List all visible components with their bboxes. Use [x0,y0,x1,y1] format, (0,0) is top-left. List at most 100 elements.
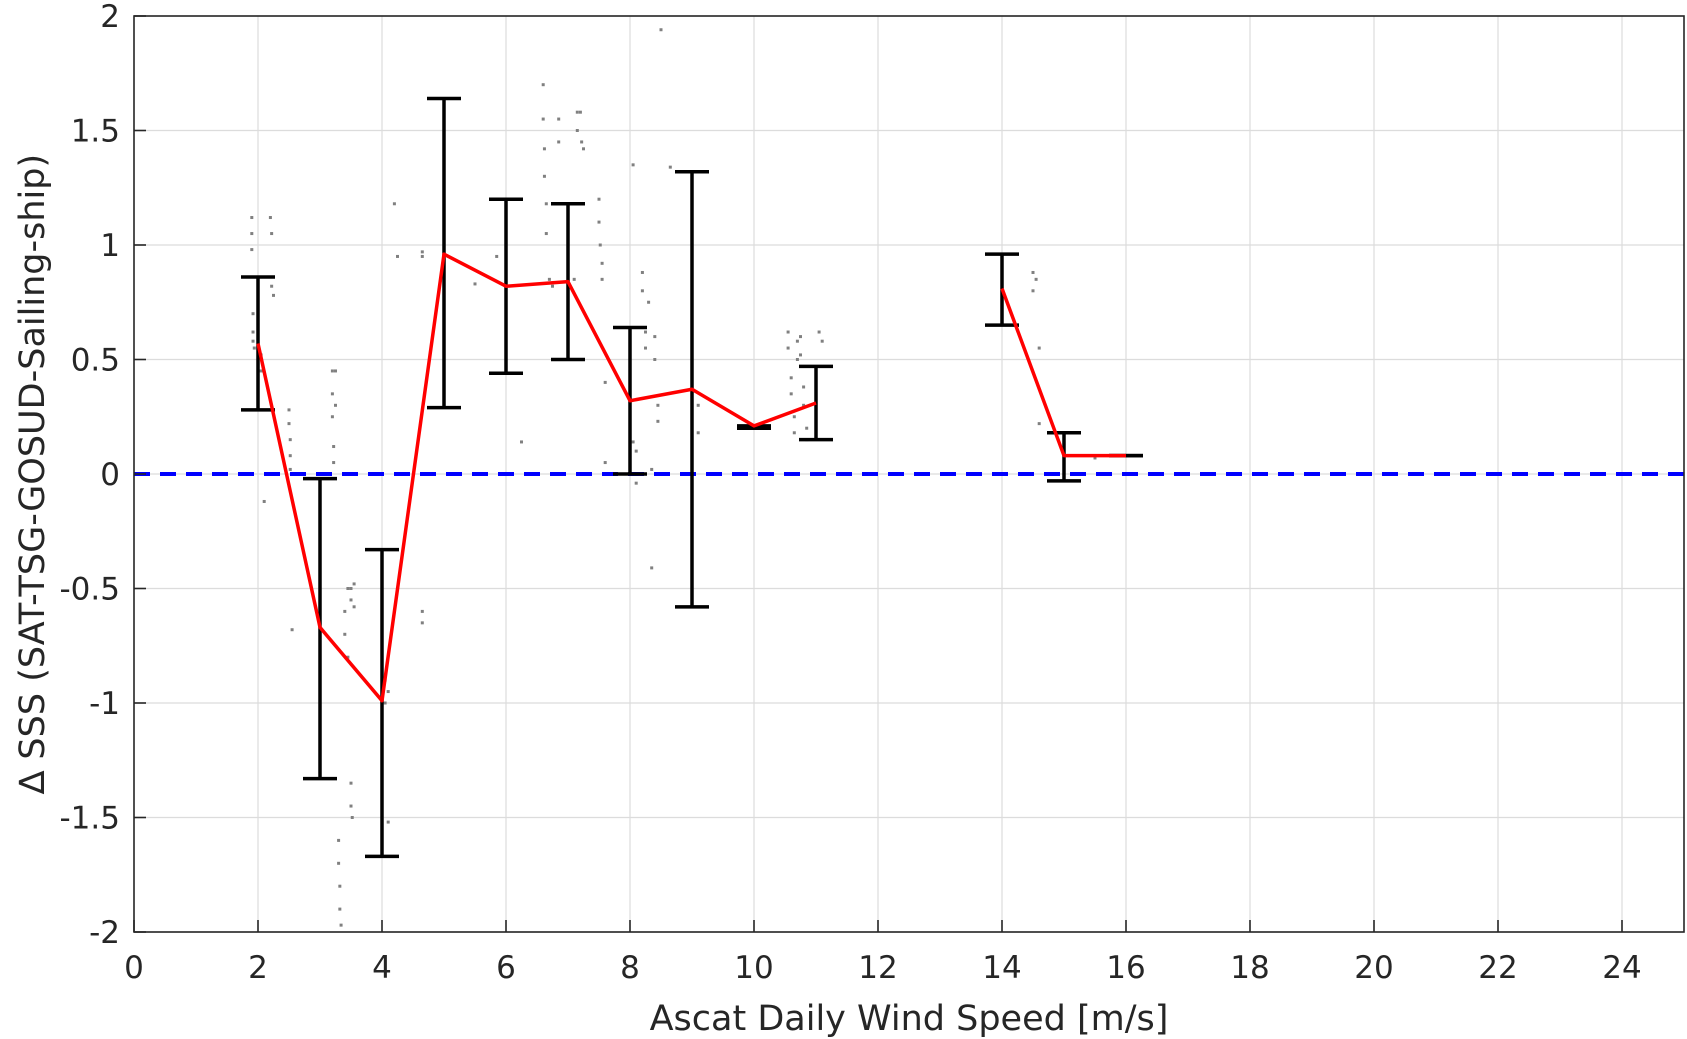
x-tick-label: 10 [734,950,773,986]
scatter-point [288,467,292,471]
scatter-point [250,216,254,220]
x-tick-label: 24 [1602,950,1641,986]
scatter-point [644,346,647,350]
scatter-point [575,110,579,114]
scatter-point [557,117,561,121]
scatter-point [541,117,545,121]
mean-line-segment [256,252,817,703]
scatter-point [270,232,274,236]
scatter-point [520,440,523,444]
y-tick-label: 2 [100,0,120,35]
scatter-point [600,261,604,265]
scatter-point [262,499,266,503]
scatter-point [789,392,793,396]
scatter-point [542,174,546,178]
scatter-point [250,232,254,236]
scatter-point [640,270,644,274]
y-tick-label: -2 [89,915,120,951]
scatter-point [386,690,390,694]
scatter-point [598,243,602,247]
scatter-point [259,369,263,373]
scatter-point [343,609,347,613]
scatter-point [330,369,334,373]
x-tick-label: 22 [1478,950,1517,986]
y-tick-label: 0.5 [71,343,120,379]
scatter-point [799,353,802,357]
scatter-point [332,445,336,449]
scatter-point [653,335,657,339]
scatter-point [420,250,424,254]
scatter-point [330,415,334,419]
scatter-point [597,220,601,224]
scatter-point [659,28,663,32]
scatter-point [338,884,342,888]
y-axis-ticks: 2 1.5 1 0.5 0 -0.5 -1 -1.5 -2 [60,0,146,951]
y-axis-title: ∆ SSS (SAT-TSG-GOSUD-Sailing-ship) [13,154,53,795]
scatter-point [696,431,700,435]
scatter-point [572,277,576,281]
scatter-point [600,277,604,281]
scatter-point [1034,277,1038,281]
x-tick-label: 0 [124,950,144,986]
scatter-point [290,628,294,632]
scatter-point [799,335,802,339]
scatter-point [631,440,635,444]
y-tick-label: 1.5 [71,114,120,150]
scatter-point [339,923,343,927]
scatter-point [330,392,334,396]
scatter-point [337,861,341,865]
scatter-point [288,438,292,442]
scatter-point [656,419,660,423]
scatter-point [603,380,607,384]
mean-line [256,252,1126,703]
scatter-point [420,609,424,613]
y-tick-label: 0 [100,457,120,493]
x-tick-label: 2 [248,950,268,986]
scatter-point [789,376,793,380]
scatter-point [287,408,291,412]
scatter-point [251,312,255,316]
scatter-point [1037,422,1041,426]
x-tick-label: 14 [982,950,1021,986]
scatter-point [386,820,390,824]
scatter-point [792,415,796,419]
y-tick-label: -1 [89,686,120,722]
scatter-point [631,163,635,167]
scatter-point [647,300,651,304]
x-tick-label: 20 [1354,950,1393,986]
scatter-point [542,147,546,151]
scatter-point [346,587,350,590]
scatter-point [653,358,657,361]
scatter-point [349,598,353,602]
scatter-point [350,816,354,819]
scatter-point [1031,270,1035,274]
scatter-point [795,358,799,361]
scatter-point [802,385,806,389]
scatter-point [251,330,255,334]
scatter-point [640,289,644,293]
scatter-point [343,632,347,636]
y-tick-label: -0.5 [60,572,121,608]
scatter-point [349,804,353,808]
scatter-point [1031,289,1035,293]
scatter-points [250,28,1097,927]
scatter-point [792,431,796,435]
scatter-point [338,907,342,911]
scatter-point [820,339,824,343]
scatter-point [551,284,554,288]
scatter-point [349,781,353,785]
scatter-point [578,110,582,114]
scatter-point [644,330,647,334]
scatter-point [1037,346,1041,350]
scatter-point [251,339,255,343]
scatter-point [575,129,579,132]
y-tick-label: 1 [100,228,120,264]
scatter-point [287,422,291,426]
scatter-point [270,284,274,288]
mean-line-segment [1000,287,1126,458]
x-tick-label: 16 [1106,950,1145,986]
scatter-point [557,140,561,144]
scatter-point [786,346,790,350]
scatter-point [349,587,353,590]
scatter-point [337,838,341,842]
